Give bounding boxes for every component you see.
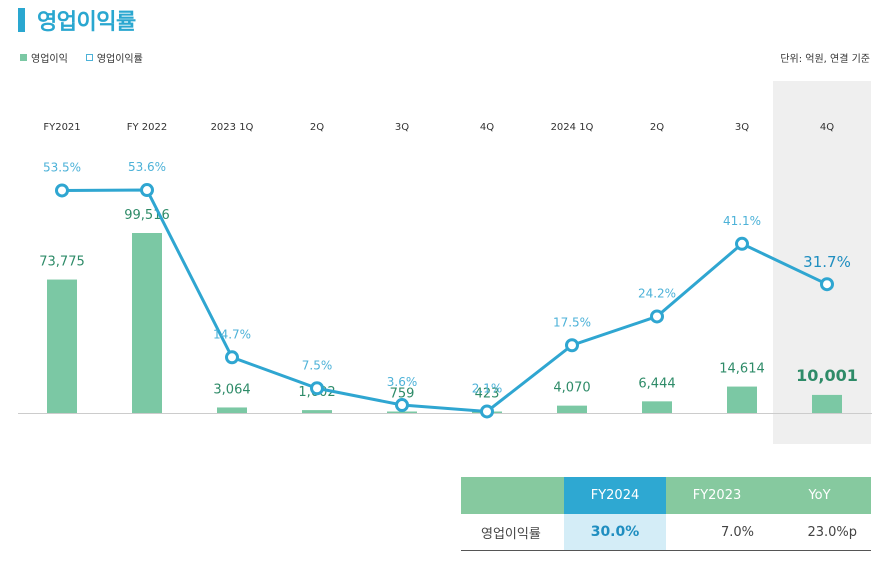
bar-value-label: 3,064 bbox=[213, 382, 250, 397]
margin-point bbox=[225, 350, 239, 365]
bar-value-label: 10,001 bbox=[796, 366, 858, 385]
category-label: FY2021 bbox=[43, 122, 80, 133]
summary-row-label: 영업이익률 bbox=[461, 514, 564, 551]
margin-line bbox=[61, 188, 828, 414]
category-label: 3Q bbox=[395, 122, 409, 133]
category-label: 4Q bbox=[820, 122, 834, 133]
category-label: 3Q bbox=[735, 122, 749, 133]
bar-value-label: 14,614 bbox=[719, 362, 765, 377]
bar bbox=[302, 410, 332, 413]
margin-point bbox=[395, 398, 409, 413]
margin-point bbox=[735, 236, 749, 251]
unit-label: 단위: 억원, 연결 기준 bbox=[780, 54, 870, 65]
summary-header-row: FY2024 FY2023 YoY bbox=[461, 477, 871, 514]
bar-value-label: 6,444 bbox=[638, 376, 675, 391]
legend-line-label: 영업이익률 bbox=[96, 54, 143, 65]
summary-header-empty bbox=[461, 477, 564, 514]
margin-point bbox=[55, 183, 69, 198]
bar-value-label: 423 bbox=[475, 387, 500, 402]
margin-value-label: 53.6% bbox=[128, 160, 166, 174]
bar bbox=[727, 386, 757, 413]
bar-value-label: 4,070 bbox=[553, 381, 590, 396]
bar bbox=[812, 394, 842, 413]
margin-point bbox=[480, 404, 494, 419]
bar-value-label: 73,775 bbox=[39, 255, 85, 270]
operating-profit-chart: FY2021 FY 2022 2023 1Q 2Q 3Q 4Q 2024 1Q 2Q 3Q 4Q 7… bbox=[18, 81, 872, 444]
category-label: 4Q bbox=[480, 122, 494, 133]
bar bbox=[557, 405, 587, 413]
title-accent-bar bbox=[18, 8, 25, 32]
margin-value-label: 14.7% bbox=[213, 327, 251, 341]
legend: 영업이익 영업이익률 bbox=[20, 50, 161, 65]
bar bbox=[642, 401, 672, 413]
margin-value-label: 7.5% bbox=[302, 358, 333, 372]
margin-point bbox=[310, 381, 324, 396]
legend-item-line: 영업이익률 bbox=[85, 50, 143, 65]
margin-value-label: 3.6% bbox=[387, 375, 418, 389]
summary-fy2023-value: 7.0% bbox=[666, 514, 768, 551]
margin-value-label: 53.5% bbox=[43, 160, 81, 174]
margin-value-label: 41.1% bbox=[723, 214, 761, 228]
bar bbox=[132, 233, 162, 413]
summary-fy2024-value: 30.0% bbox=[564, 514, 666, 551]
category-label: 2023 1Q bbox=[211, 122, 254, 133]
margin-point bbox=[650, 309, 664, 324]
category-label: 2024 1Q bbox=[551, 122, 594, 133]
page-title: 영업이익률 bbox=[37, 10, 136, 35]
highlight-column-bg bbox=[773, 81, 871, 444]
legend-bar-label: 영업이익 bbox=[31, 54, 68, 65]
margin-value-label: 31.7% bbox=[803, 253, 851, 271]
margin-value-label: 17.5% bbox=[553, 315, 591, 329]
bar-value-label: 759 bbox=[390, 387, 415, 402]
margin-value-label: 2.1% bbox=[472, 381, 503, 395]
category-label: 2Q bbox=[310, 122, 324, 133]
summary-table: FY2024 FY2023 YoY 영업이익률 30.0% 7.0% 23.0%… bbox=[461, 477, 871, 551]
summary-header-fy2024: FY2024 bbox=[564, 477, 666, 514]
margin-value-label: 24.2% bbox=[638, 286, 676, 300]
summary-header-fy2023: FY2023 bbox=[666, 477, 768, 514]
margin-point bbox=[820, 277, 834, 292]
margin-point bbox=[140, 183, 154, 198]
summary-header-yoy: YoY bbox=[768, 477, 871, 514]
summary-row: 영업이익률 30.0% 7.0% 23.0%p bbox=[461, 514, 871, 551]
category-label: 2Q bbox=[650, 122, 664, 133]
summary-yoy-value: 23.0%p bbox=[768, 514, 871, 551]
margin-point bbox=[565, 338, 579, 353]
bar-swatch-icon bbox=[20, 54, 27, 61]
bar bbox=[47, 279, 77, 413]
legend-item-bar: 영업이익 bbox=[20, 50, 68, 65]
bar bbox=[217, 407, 247, 413]
line-swatch-icon bbox=[85, 54, 93, 61]
category-label: FY 2022 bbox=[127, 122, 168, 133]
bar bbox=[387, 411, 417, 413]
